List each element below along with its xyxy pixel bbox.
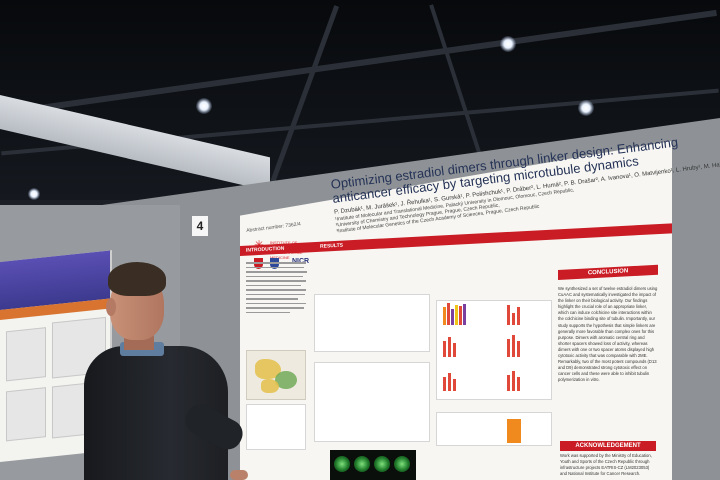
chemical-structures-figure: [314, 294, 430, 352]
acknowledgement-text: Work was supported by the Ministry of Ed…: [560, 453, 652, 476]
line-charts-figure: [436, 412, 552, 446]
introduction-text: [246, 262, 308, 316]
person-viewing-poster: [80, 262, 248, 480]
neighbor-poster-figure: [6, 387, 46, 442]
microscopy-figure: [330, 450, 416, 480]
truss-beam: [265, 5, 340, 195]
nicr-logo: NICR: [292, 258, 309, 265]
board-number-card: 4: [192, 216, 208, 236]
person-hand: [230, 470, 248, 480]
conclusion-text: We synthesized a set of twelve estradiol…: [558, 286, 658, 383]
ceiling-light: [28, 188, 40, 200]
results-label: RESULTS: [320, 242, 343, 250]
acknowledgement-header: ACKNOWLEDGEMENT: [560, 441, 656, 451]
person-hair: [108, 262, 166, 296]
university-shield-icon: [270, 258, 279, 269]
results-table-figure: [246, 404, 306, 450]
introduction-label: INTRODUCTION: [246, 245, 285, 254]
ceiling-light: [500, 36, 516, 52]
person-ear: [106, 298, 116, 316]
ceiling-light: [196, 98, 212, 114]
neighbor-poster-figure: [6, 327, 46, 382]
cytotoxicity-table-figure: [314, 362, 430, 442]
university-shield-icon: [254, 258, 263, 269]
bar-charts-figure: [436, 300, 552, 400]
ceiling-light: [578, 100, 594, 116]
protein-structure-figure: [246, 350, 306, 400]
